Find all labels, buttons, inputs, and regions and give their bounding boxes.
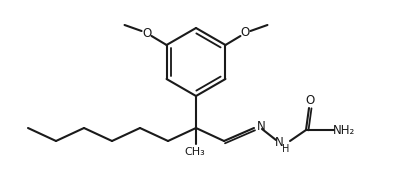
Text: NH₂: NH₂ xyxy=(333,125,355,137)
Text: O: O xyxy=(142,26,151,40)
Text: H: H xyxy=(282,144,290,154)
Text: O: O xyxy=(241,26,250,40)
Text: CH₃: CH₃ xyxy=(185,147,205,157)
Text: O: O xyxy=(305,94,315,108)
Text: N: N xyxy=(275,137,284,149)
Text: N: N xyxy=(257,121,265,133)
